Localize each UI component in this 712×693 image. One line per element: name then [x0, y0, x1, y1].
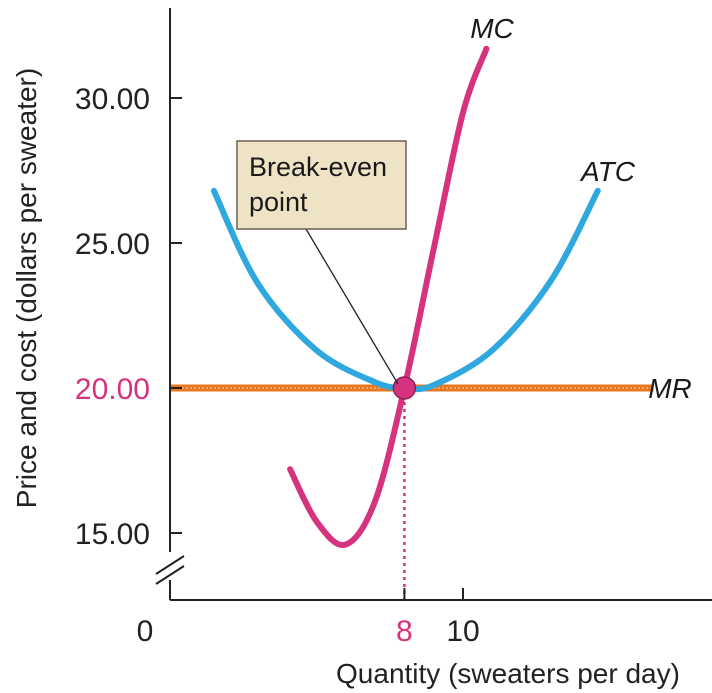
callout-box	[236, 140, 407, 230]
axes-layer: 15.00 20.00 25.00 30.00 8 10	[75, 8, 712, 648]
y-tick-label: 20.00	[75, 373, 150, 406]
x-tick-label: 10	[446, 615, 479, 648]
labels-layer: Price and cost (dollars per sweater) Qua…	[11, 13, 692, 689]
series-label-atc: ATC	[579, 156, 636, 187]
y-tick-label: 25.00	[75, 228, 150, 261]
break-even-point	[392, 376, 417, 400]
callout-line-1: Break-even	[249, 152, 387, 182]
x-axis-title: Quantity (sweaters per day)	[336, 658, 680, 689]
series-label-mr: MR	[648, 373, 692, 404]
series-label-mc: MC	[470, 13, 514, 44]
mc-curve	[287, 45, 490, 549]
callout-line-2: point	[249, 187, 308, 217]
y-axis-title: Price and cost (dollars per sweater)	[11, 68, 42, 508]
y-tick-label: 15.00	[75, 518, 150, 551]
x-tick-label: 8	[396, 615, 413, 648]
axis-break-mark-1	[155, 555, 185, 575]
axis-break-mark-2	[155, 565, 185, 585]
x-origin-label: 0	[137, 615, 154, 648]
y-tick-label: 30.00	[75, 83, 150, 116]
curves-layer	[210, 45, 601, 600]
callout-leader-line	[305, 228, 399, 385]
callout-layer: Break-even point	[236, 140, 407, 385]
